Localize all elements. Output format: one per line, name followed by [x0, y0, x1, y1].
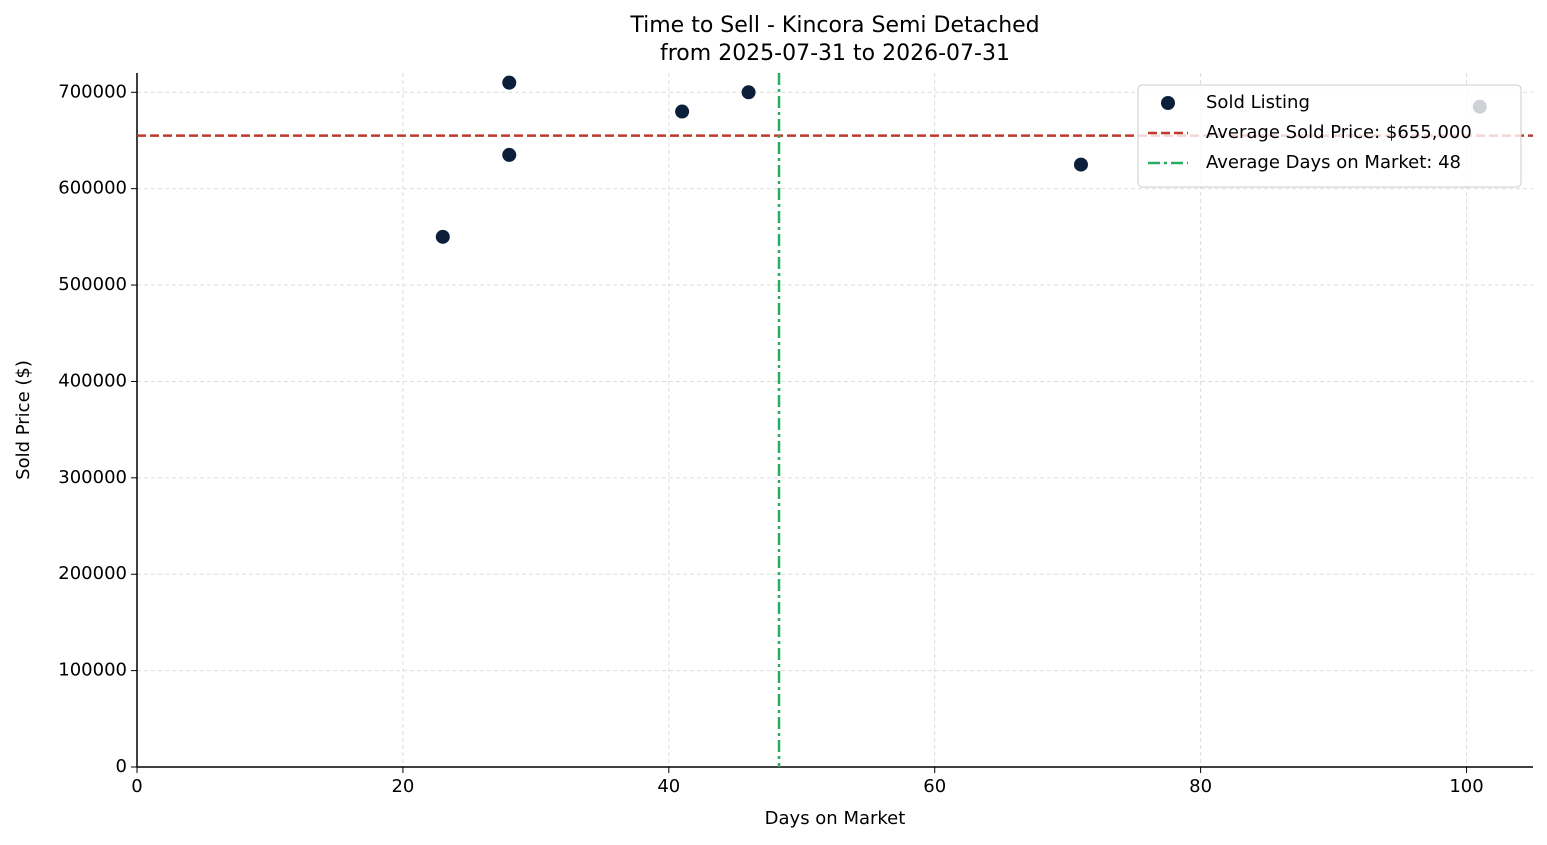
x-axis-label: Days on Market: [765, 808, 906, 829]
point: [502, 147, 517, 162]
legend-label: Average Sold Price: $655,000: [1206, 122, 1472, 143]
x-tick-label: 80: [1189, 776, 1212, 797]
legend-label: Sold Listing: [1206, 92, 1310, 113]
legend-box: [1137, 84, 1522, 188]
chart-title: Time to Sell - Kincora Semi Detached: [629, 13, 1039, 38]
y-tick-label: 200000: [58, 563, 127, 584]
y-tick-label: 600000: [58, 178, 127, 199]
point: [502, 75, 517, 90]
point: [435, 229, 450, 244]
y-tick-label: 100000: [58, 660, 127, 681]
y-tick-label: 300000: [58, 467, 127, 488]
y-tick-label: 0: [116, 756, 127, 777]
y-tick-label: 700000: [58, 81, 127, 102]
y-tick-label: 500000: [58, 274, 127, 295]
y-tick-label: 400000: [58, 370, 127, 391]
x-tick-label: 0: [131, 776, 142, 797]
x-tick-label: 20: [391, 776, 414, 797]
chart-subtitle: from 2025-07-31 to 2026-07-31: [660, 41, 1010, 66]
legend-marker: [1161, 96, 1175, 110]
y-axis-label: Sold Price ($): [13, 360, 34, 480]
x-tick-label: 100: [1449, 776, 1483, 797]
legend-label: Average Days on Market: 48: [1206, 152, 1461, 173]
point: [675, 104, 690, 119]
point: [741, 85, 756, 100]
x-tick-label: 60: [923, 776, 946, 797]
point: [1073, 157, 1088, 172]
x-tick-label: 40: [657, 776, 680, 797]
